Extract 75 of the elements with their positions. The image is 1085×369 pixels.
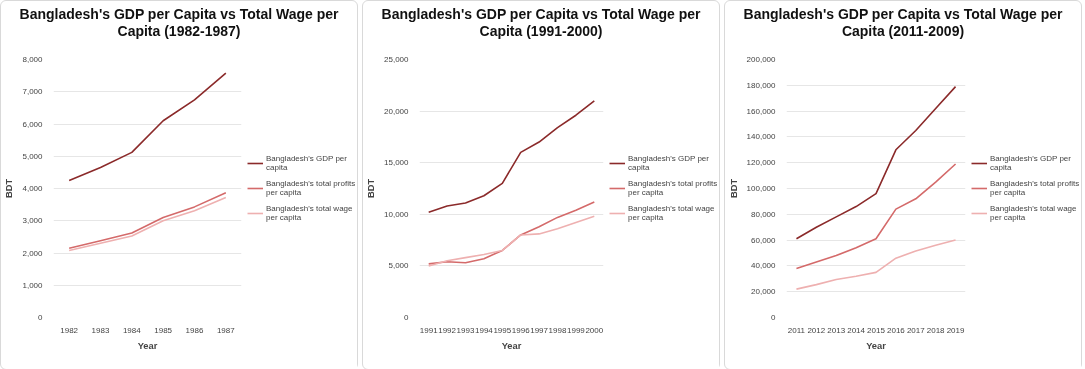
x-tick-label: 1998: [548, 325, 567, 335]
x-tick-label: 2018: [926, 325, 946, 335]
x-tick-label: 1994: [475, 325, 494, 335]
x-tick-label: 2019: [946, 325, 965, 335]
y-axis-title: BDT: [4, 178, 15, 199]
y-tick-label: 7,000: [22, 87, 44, 97]
chart-title: Bangladesh's GDP per Capita vs Total Wage per Capita (1982-1987): [18, 6, 340, 40]
y-tick-label: 6,000: [22, 119, 44, 129]
line-series: [68, 72, 227, 182]
y-tick-label: 200,000: [746, 55, 777, 64]
y-axis-title: BDT: [366, 178, 377, 199]
x-axis-title: Year: [866, 340, 887, 351]
x-tick-label: 1985: [154, 325, 173, 335]
x-tick-label: 1992: [438, 325, 457, 335]
x-tick-label: 2000: [585, 325, 604, 335]
line-series: [427, 215, 596, 267]
y-tick-label: 60,000: [751, 235, 777, 245]
y-tick-label: 20,000: [751, 287, 777, 297]
legend-label: Bangladesh's GDP per capita: [266, 154, 347, 172]
y-tick-label: 3,000: [22, 216, 44, 226]
y-tick-label: 120,000: [746, 158, 777, 168]
y-tick-label: 5,000: [22, 151, 44, 161]
line-series: [795, 163, 957, 270]
y-tick-label: 4,000: [22, 184, 44, 193]
legend-label: Bangladesh's total profits per capita: [990, 179, 1080, 197]
x-tick-label: 2012: [807, 325, 826, 335]
x-tick-label: 1999: [567, 325, 586, 335]
x-tick-label: 1986: [185, 325, 204, 335]
y-tick-label: 40,000: [751, 261, 777, 271]
y-tick-label: 100,000: [746, 184, 777, 193]
legend-label: Bangladesh's total wage per capita: [990, 204, 1077, 222]
x-tick-label: 2017: [906, 325, 926, 335]
line-series: [427, 99, 596, 214]
x-axis-title: Year: [501, 340, 522, 351]
x-tick-label: 1991: [419, 325, 439, 335]
y-tick-label: 15,000: [384, 158, 410, 168]
y-tick-label: 160,000: [746, 106, 777, 116]
legend-label: Bangladesh's GDP per capita: [990, 154, 1071, 172]
legend-label: Bangladesh's total profits per capita: [266, 179, 356, 197]
y-tick-label: 80,000: [751, 209, 777, 219]
y-tick-label: 25,000: [384, 55, 410, 64]
y-tick-label: 5,000: [388, 261, 410, 271]
legend-label: Bangladesh's total profits per capita: [628, 179, 718, 197]
x-tick-label: 2014: [847, 325, 866, 335]
y-tick-label: 1,000: [22, 280, 44, 290]
y-tick-label: 0: [771, 313, 777, 322]
legend-label: Bangladesh's total wage per capita: [628, 204, 715, 222]
x-tick-label: 2016: [886, 325, 906, 335]
y-tick-label: 2,000: [22, 248, 44, 258]
x-tick-label: 2015: [867, 325, 886, 335]
x-axis-title: Year: [137, 340, 158, 351]
chart-title: Bangladesh's GDP per Capita vs Total Wage per Capita (2011-2009): [742, 6, 1064, 40]
y-tick-label: 180,000: [746, 80, 777, 90]
y-tick-label: 10,000: [384, 209, 410, 219]
x-tick-label: 1997: [530, 325, 549, 335]
y-tick-label: 0: [404, 313, 410, 322]
x-tick-label: 1987: [216, 325, 236, 335]
x-tick-label: 1993: [456, 325, 475, 335]
chart-title: Bangladesh's GDP per Capita vs Total Wage per Capita (1991-2000): [380, 6, 702, 40]
x-tick-label: 1984: [122, 325, 142, 335]
y-tick-label: 20,000: [384, 106, 410, 116]
x-tick-label: 2011: [787, 325, 806, 335]
y-axis-title: BDT: [728, 178, 739, 199]
x-tick-label: 1996: [511, 325, 531, 335]
legend-label: Bangladesh's total wage per capita: [266, 204, 353, 222]
y-tick-label: 0: [38, 313, 44, 322]
line-series: [795, 239, 957, 290]
x-tick-label: 2013: [827, 325, 846, 335]
legend-label: Bangladesh's GDP per capita: [628, 154, 709, 172]
x-tick-label: 1983: [91, 325, 110, 335]
x-tick-label: 1995: [493, 325, 512, 335]
line-series: [795, 85, 957, 240]
y-tick-label: 140,000: [746, 132, 777, 142]
x-tick-label: 1982: [60, 325, 79, 335]
y-tick-label: 8,000: [22, 55, 44, 64]
